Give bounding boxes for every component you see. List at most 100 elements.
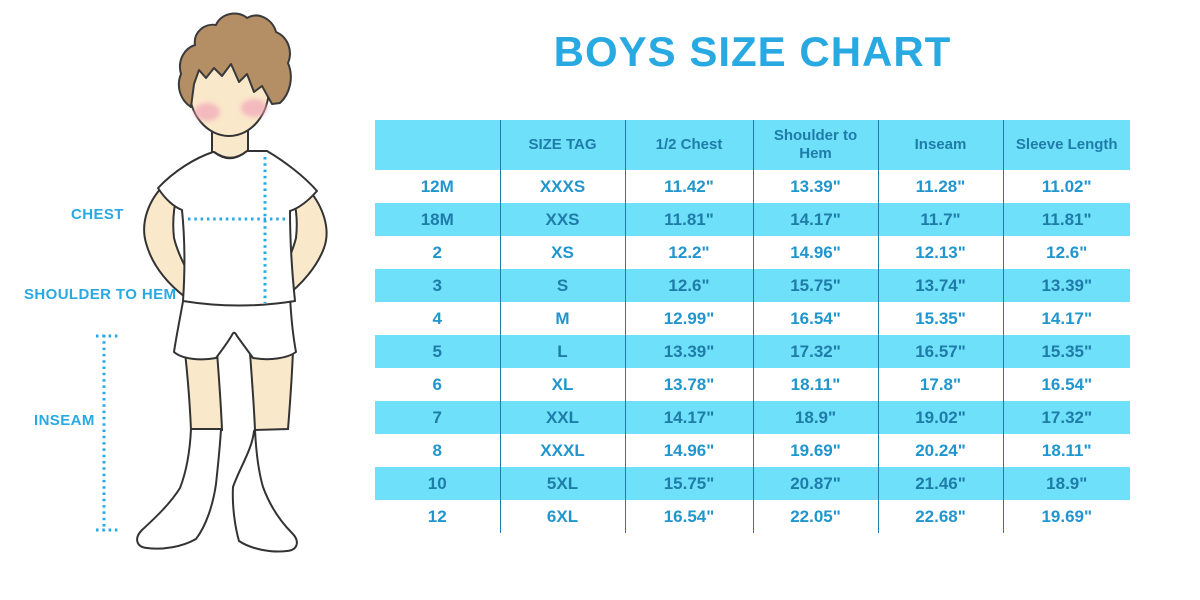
header-row: SIZE TAG 1/2 Chest Shoulder to Hem Insea…: [375, 120, 1130, 170]
shoulder-to-hem-col-header: Shoulder to Hem: [752, 120, 878, 170]
half-chest-cell: 16.54": [624, 500, 753, 533]
half-chest-cell: 11.81": [624, 203, 753, 236]
size-cell: 7: [375, 401, 500, 434]
size-cell: 18M: [375, 203, 500, 236]
size-tag-cell: XXXS: [499, 170, 625, 203]
inseam-cell: 20.24": [877, 434, 1003, 467]
table-row: 12 6XL 16.54" 22.05" 22.68" 19.69": [375, 500, 1130, 533]
table-row: 7 XXL 14.17" 18.9" 19.02" 17.32": [375, 401, 1130, 434]
half-chest-cell: 12.99": [624, 302, 753, 335]
t-shirt-collar: [213, 150, 248, 160]
inseam-cell: 16.57": [877, 335, 1003, 368]
sleeve-length-cell: 17.32": [1002, 401, 1130, 434]
table-row: 4 M 12.99" 16.54" 15.35" 14.17": [375, 302, 1130, 335]
inseam-cell: 12.13": [877, 236, 1003, 269]
size-tag-cell: 5XL: [499, 467, 625, 500]
cheeks: [194, 99, 267, 121]
page-title: BOYS SIZE CHART: [553, 28, 952, 75]
size-cell: 12M: [420, 176, 454, 196]
table-row: 6 XL 13.78" 18.11" 17.8" 16.54": [375, 368, 1130, 401]
table-row: 10 5XL 15.75" 20.87" 21.46" 18.9": [375, 467, 1130, 500]
size-tag-cell: M: [499, 302, 625, 335]
half-chest-cell: 12.2": [624, 236, 753, 269]
shoulder-to-hem-cell: 14.17": [752, 203, 878, 236]
shoulder-to-hem-cell: 20.87": [752, 467, 878, 500]
size-table: SIZE TAG 1/2 Chest Shoulder to Hem Insea…: [375, 120, 1130, 533]
size-tag-cell: 6XL: [499, 500, 625, 533]
size-cell: 6: [432, 374, 442, 394]
shoulder-to-hem-cell: 16.54": [752, 302, 878, 335]
shoulder-to-hem-cell: 18.9": [752, 401, 878, 434]
table-row: 18M XXS 11.81" 14.17" 11.7" 11.81": [375, 203, 1130, 236]
size-tag-cell: XS: [499, 236, 625, 269]
half-chest-cell: 14.17": [624, 401, 753, 434]
size-cell: 4: [432, 308, 442, 328]
size-tag-cell: L: [499, 335, 625, 368]
inseam-cell: 22.68": [877, 500, 1003, 533]
legs: [183, 348, 295, 432]
half-chest-cell: 11.42": [624, 170, 753, 203]
inseam-cell: 11.28": [877, 170, 1003, 203]
inseam-cell: 13.74": [877, 269, 1003, 302]
size-cell: 10: [375, 467, 500, 500]
size-tag-cell: XXL: [499, 401, 625, 434]
half-chest-cell: 13.39": [624, 335, 753, 368]
shoulder-to-hem-cell: 22.05": [752, 500, 878, 533]
inseam-cell: 21.46": [877, 467, 1003, 500]
sleeve-length-cell: 12.6": [1002, 236, 1130, 269]
size-cell: 12: [427, 506, 447, 526]
table-row: 5 L 13.39" 17.32" 16.57" 15.35": [375, 335, 1130, 368]
table-row: 3 S 12.6" 15.75" 13.74" 13.39": [375, 269, 1130, 302]
shoulder-to-hem-cell: 14.96": [752, 236, 878, 269]
shorts: [173, 295, 297, 361]
sleeve-length-cell: 18.11": [1002, 434, 1130, 467]
half-chest-cell: 14.96": [624, 434, 753, 467]
inseam-col-header: Inseam: [877, 120, 1003, 170]
inseam-cell: 19.02": [877, 401, 1003, 434]
shoulder-to-hem-cell: 19.69": [752, 434, 878, 467]
shoulder-to-hem-cell: 13.39": [752, 170, 878, 203]
half-chest-col-header: 1/2 Chest: [624, 120, 753, 170]
size-cell: 2: [432, 242, 442, 262]
hair: [177, 12, 292, 108]
measurement-diagram: CHEST SHOULDER TO HEM INSEAM: [0, 0, 380, 600]
sleeve-length-cell: 11.81": [1002, 203, 1130, 236]
sleeve-length-cell: 14.17": [1002, 302, 1130, 335]
inseam-cell: 17.8": [877, 368, 1003, 401]
size-tag-col-header: SIZE TAG: [499, 120, 625, 170]
sleeve-length-cell: 19.69": [1002, 500, 1130, 533]
inseam-label: INSEAM: [34, 412, 95, 429]
chest-label: CHEST: [71, 206, 124, 223]
shoulder-to-hem-cell: 18.11": [752, 368, 878, 401]
sleeve-length-cell: 11.02": [1002, 170, 1130, 203]
socks: [136, 428, 298, 553]
table-row: 12M XXXS 11.42" 13.39" 11.28" 11.02": [375, 170, 1130, 203]
shoulder-to-hem-cell: 15.75": [752, 269, 878, 302]
size-tag-cell: XXS: [499, 203, 625, 236]
sleeve-length-cell: 18.9": [1002, 467, 1130, 500]
sleeve-length-cell: 13.39": [1002, 269, 1130, 302]
table-row: 8 XXXL 14.96" 19.69" 20.24" 18.11": [375, 434, 1130, 467]
size-cell: 8: [432, 440, 442, 460]
shoulder-to-hem-cell: 17.32": [752, 335, 878, 368]
sleeve-length-col-header: Sleeve Length: [1002, 120, 1130, 170]
size-table-header: SIZE TAG 1/2 Chest Shoulder to Hem Insea…: [375, 120, 1130, 170]
half-chest-cell: 13.78": [624, 368, 753, 401]
size-cell: 3: [375, 269, 500, 302]
t-shirt: [157, 150, 318, 307]
size-tag-cell: XL: [499, 368, 625, 401]
table-row: 2 XS 12.2" 14.96" 12.13" 12.6": [375, 236, 1130, 269]
size-tag-cell: S: [499, 269, 625, 302]
boy-illustration: [96, 12, 328, 553]
size-col-header: [375, 120, 500, 170]
size-cell: 5: [375, 335, 500, 368]
sleeve-length-cell: 16.54": [1002, 368, 1130, 401]
size-tag-cell: XXXL: [499, 434, 625, 467]
shoulder-to-hem-label: SHOULDER TO HEM: [24, 286, 177, 303]
half-chest-cell: 12.6": [624, 269, 753, 302]
half-chest-cell: 15.75": [624, 467, 753, 500]
inseam-cell: 15.35": [877, 302, 1003, 335]
sleeve-length-cell: 15.35": [1002, 335, 1130, 368]
measure-lines: [96, 157, 288, 532]
